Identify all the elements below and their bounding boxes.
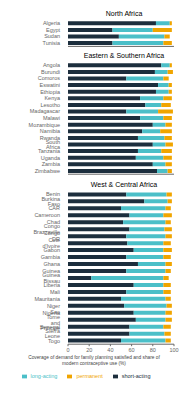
svg-text:Ethiopia: Ethiopia	[40, 89, 61, 95]
svg-text:Gambia: Gambia	[41, 254, 61, 260]
svg-text:Uganda: Uganda	[41, 155, 61, 161]
svg-text:Burundi: Burundi	[41, 69, 60, 75]
svg-text:Mozambique: Mozambique	[29, 122, 60, 128]
svg-text:Tanzania: Tanzania	[38, 148, 61, 154]
svg-text:0: 0	[66, 347, 69, 353]
svg-text:100: 100	[169, 347, 178, 353]
svg-text:20: 20	[86, 347, 92, 353]
svg-text:CAR: CAR	[48, 205, 60, 211]
svg-text:Madagascar: Madagascar	[30, 109, 60, 115]
svg-text:Eswatini: Eswatini	[40, 82, 60, 88]
svg-text:Gabon: Gabon	[44, 247, 60, 253]
svg-text:Kenya: Kenya	[44, 96, 61, 102]
svg-text:Egypt: Egypt	[46, 27, 61, 33]
svg-text:Togo: Togo	[48, 337, 60, 343]
svg-text:Zimbabwe: Zimbabwe	[35, 168, 60, 174]
svg-text:Mali: Mali	[50, 288, 60, 294]
svg-text:Lesotho: Lesotho	[40, 102, 60, 108]
svg-text:40: 40	[107, 347, 113, 353]
svg-text:Ghana: Ghana	[44, 261, 61, 267]
svg-text:Liberia: Liberia	[44, 282, 61, 288]
svg-text:Algeria: Algeria	[43, 20, 61, 26]
svg-text:Comoros: Comoros	[38, 76, 61, 82]
svg-text:Malawi: Malawi	[43, 115, 60, 121]
svg-text:Cameroon: Cameroon	[34, 212, 60, 218]
svg-text:Mauritania: Mauritania	[34, 295, 61, 301]
svg-text:Zambia: Zambia	[42, 162, 61, 168]
svg-text:Angola: Angola	[43, 63, 61, 69]
svg-text:Coverage of demand for family: Coverage of demand for family planning s…	[28, 355, 160, 366]
svg-text:Sudan: Sudan	[44, 33, 60, 39]
svg-text:Namibia: Namibia	[40, 129, 61, 135]
svg-text:80: 80	[150, 347, 156, 353]
svg-text:Tunisia: Tunisia	[43, 40, 61, 46]
svg-text:60: 60	[129, 347, 135, 353]
